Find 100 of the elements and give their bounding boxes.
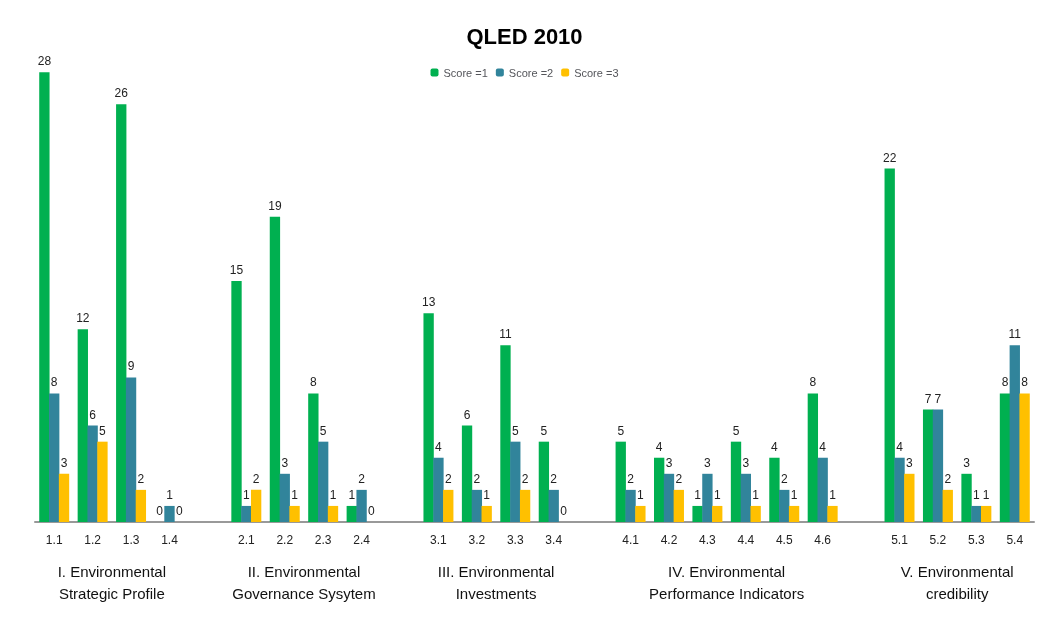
bar	[673, 489, 684, 522]
data-label: 1	[348, 487, 356, 502]
data-label: 4	[896, 439, 904, 454]
x-tick-label: 1.2	[84, 533, 102, 547]
x-tick-label: 2.2	[276, 533, 294, 547]
bar	[471, 489, 483, 522]
text: III. Environmental Investments	[437, 562, 555, 602]
x-tick-label: 2.4	[353, 533, 371, 547]
legend-label: Score =3	[574, 66, 619, 79]
data-label: 8	[310, 375, 318, 390]
data-label: 3	[963, 455, 971, 470]
bar	[692, 505, 703, 522]
bar	[663, 473, 675, 522]
data-label: 1	[982, 487, 990, 502]
x-tick-label: 3.2	[468, 533, 486, 547]
data-label: 13	[421, 295, 436, 310]
data-label: 2	[444, 471, 452, 486]
data-label: 8	[1021, 375, 1029, 390]
x-tick-label: 5.4	[1006, 533, 1024, 547]
bar	[942, 489, 953, 522]
bar	[702, 473, 713, 522]
bar	[510, 441, 521, 522]
data-label: 1	[790, 487, 798, 502]
bar	[548, 489, 559, 522]
data-label: 3	[60, 455, 68, 470]
data-label: 0	[560, 504, 568, 518]
data-label: 2	[944, 471, 952, 486]
x-tick-label: 5.1	[891, 533, 909, 547]
data-label: 5	[732, 423, 740, 438]
bar	[1019, 393, 1030, 522]
bar	[116, 104, 127, 522]
data-label: 2	[675, 471, 683, 486]
data-label: 1	[166, 487, 174, 502]
data-label: 2	[627, 471, 635, 486]
bar	[519, 489, 531, 522]
data-label: 12	[76, 311, 90, 326]
data-label: 1	[713, 487, 721, 502]
bar	[125, 377, 137, 522]
bar	[635, 505, 646, 522]
data-label: 8	[1001, 375, 1009, 390]
bar	[433, 457, 444, 522]
bar	[500, 345, 511, 522]
x-tick-label: 4.2	[660, 533, 678, 547]
data-label: 7	[934, 391, 942, 406]
data-label: 1	[483, 487, 491, 502]
data-label: 0	[368, 504, 376, 518]
data-label: 2	[358, 471, 366, 486]
data-label: 1	[694, 487, 702, 502]
bar	[308, 393, 319, 522]
data-label: 4	[655, 439, 663, 454]
data-label: 5	[511, 423, 519, 438]
data-label: 1	[637, 487, 645, 502]
data-label: 5	[540, 423, 548, 438]
bar	[894, 457, 905, 522]
bar	[327, 505, 339, 522]
bar	[97, 441, 108, 522]
bar	[318, 441, 329, 522]
bar	[241, 505, 252, 522]
bar	[289, 505, 300, 522]
x-tick-label: 2.3	[314, 533, 332, 547]
bar	[730, 441, 742, 522]
bar	[77, 329, 88, 522]
data-label: 9	[127, 359, 135, 374]
data-label: 0	[156, 504, 164, 518]
x-tick-label: 1.3	[122, 533, 140, 547]
data-label: 2	[521, 471, 529, 486]
x-tick-label: 4.6	[814, 533, 832, 547]
bar	[961, 473, 972, 522]
x-tick-label: 4.1	[622, 533, 640, 547]
data-label: 6	[89, 407, 97, 422]
data-label: 5	[99, 423, 107, 438]
data-label: 1	[829, 487, 837, 502]
bar	[807, 393, 819, 522]
data-label: 2	[473, 471, 481, 486]
bar	[279, 473, 290, 522]
bar	[135, 489, 147, 522]
bar	[922, 409, 934, 522]
data-label: 1	[973, 487, 981, 502]
bar	[49, 393, 60, 522]
data-label: 2	[137, 471, 145, 486]
bar	[231, 281, 242, 522]
x-tick-label: 1.1	[45, 533, 63, 547]
data-label: 11	[499, 327, 513, 342]
data-label: 4	[771, 439, 779, 454]
bar	[740, 473, 751, 522]
x-tick-label: 4.4	[737, 533, 755, 547]
bar	[779, 489, 790, 522]
legend-label: Score =2	[508, 66, 554, 79]
data-label: 2	[252, 471, 260, 486]
bar	[999, 393, 1011, 522]
bar	[443, 489, 454, 522]
data-label: 1	[329, 487, 337, 502]
data-label: 28	[37, 54, 52, 69]
bar	[481, 505, 492, 522]
legend-label: Score =1	[443, 66, 488, 79]
x-tick-label: 3.1	[430, 533, 448, 547]
text: V. Environmental credibility	[900, 562, 1014, 602]
bar	[981, 505, 992, 522]
data-label: 3	[281, 455, 289, 470]
data-label: 8	[50, 375, 58, 390]
